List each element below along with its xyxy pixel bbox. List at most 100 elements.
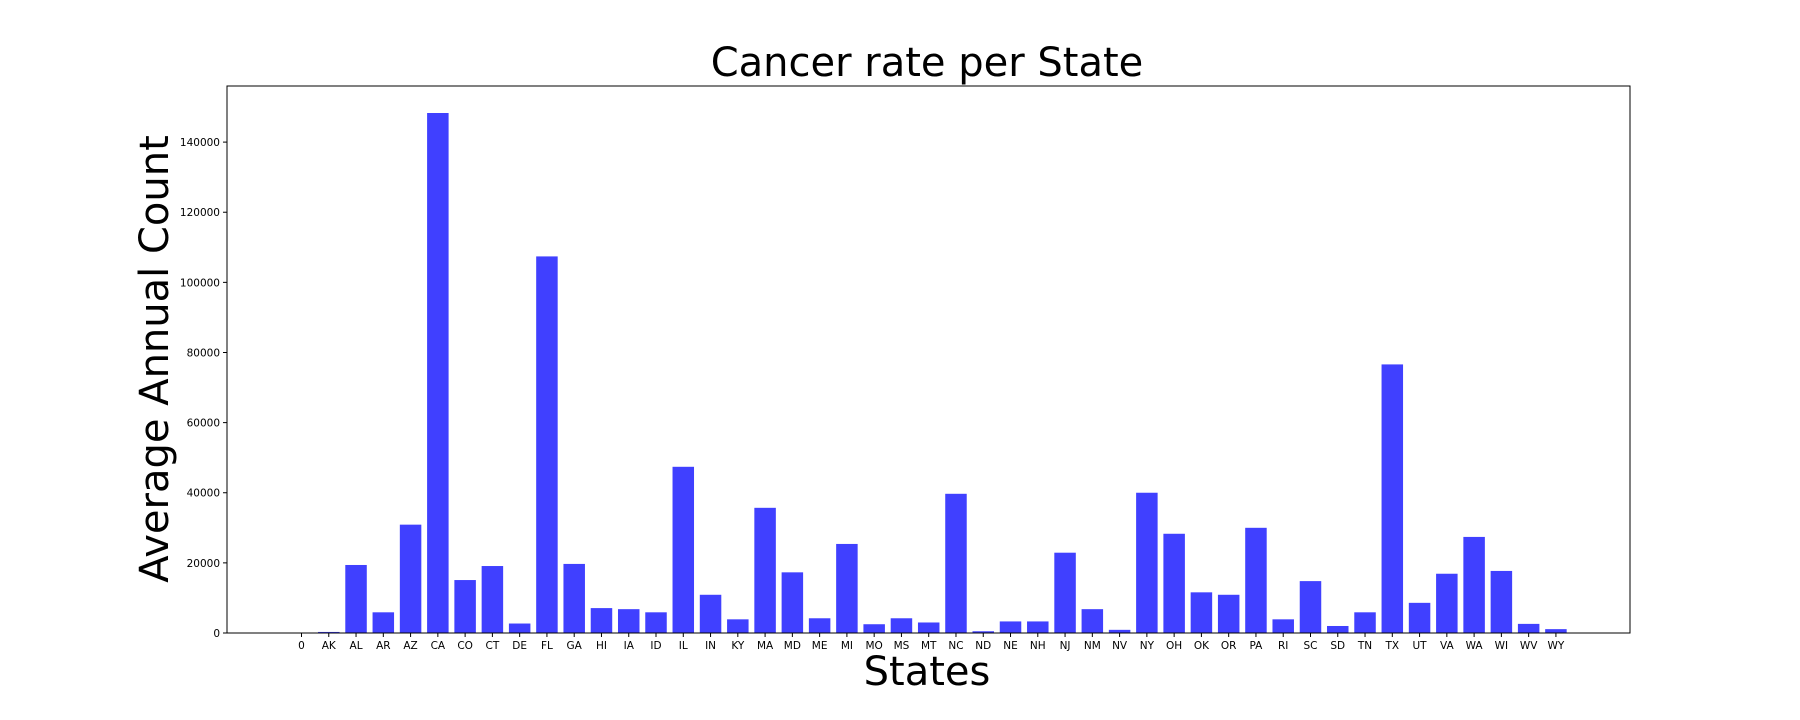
x-tick-label: WA	[1466, 640, 1484, 652]
x-tick-label: 0	[298, 640, 305, 652]
bar-NC	[945, 493, 967, 633]
bar-WI	[1490, 570, 1513, 633]
x-tick-label: GA	[567, 640, 583, 652]
bar-RI	[1272, 619, 1294, 633]
x-tick-label: WV	[1520, 640, 1538, 652]
bar-WA	[1463, 536, 1485, 633]
x-tick-label: NH	[1030, 640, 1046, 652]
bar-AR	[372, 612, 395, 633]
x-tick-label: MS	[894, 640, 910, 652]
plot-area-frame	[226, 85, 1631, 634]
x-tick-label: CO	[457, 640, 473, 652]
x-tick-label: AR	[376, 640, 390, 652]
x-tick-label: AZ	[403, 640, 417, 652]
x-tick-label: NY	[1140, 640, 1155, 652]
x-tick-label: MT	[921, 640, 937, 652]
y-tick-label: 140000	[180, 137, 220, 149]
bar-AL	[345, 564, 367, 633]
x-tick-label: MO	[866, 640, 883, 652]
bar-MT	[917, 622, 940, 633]
bar-OH	[1163, 533, 1185, 633]
x-tick-label: DE	[512, 640, 527, 652]
bar-WV	[1517, 623, 1540, 633]
x-tick-label: UT	[1413, 640, 1428, 652]
bar-TX	[1381, 364, 1404, 633]
x-tick-label: MD	[784, 640, 801, 652]
x-tick-label: NC	[948, 640, 963, 652]
x-tick-label: IA	[624, 640, 635, 652]
bar-UT	[1408, 602, 1431, 633]
y-tick-label: 100000	[180, 277, 220, 289]
x-tick-label: SC	[1303, 640, 1317, 652]
chart-title: Cancer rate per State	[711, 40, 1144, 86]
bar-OK	[1190, 592, 1213, 633]
x-tick-label: WI	[1495, 640, 1508, 652]
x-tick-label: NM	[1084, 640, 1101, 652]
x-tick-label: CA	[431, 640, 446, 652]
x-tick-label: WY	[1548, 640, 1565, 652]
x-tick-label: PA	[1250, 640, 1264, 652]
x-tick-label: IN	[705, 640, 716, 652]
x-tick-label: MA	[757, 640, 774, 652]
bar-ME	[808, 618, 831, 633]
x-tick-label: ND	[975, 640, 991, 652]
x-axis-label: States	[864, 649, 991, 695]
bar-AZ	[399, 524, 422, 633]
bar-TN	[1354, 612, 1376, 633]
bar-MO	[863, 624, 885, 633]
x-tick-label: AL	[350, 640, 363, 652]
x-tick-label: VA	[1440, 640, 1455, 652]
y-tick-label: 40000	[187, 488, 220, 500]
x-tick-label: ME	[812, 640, 828, 652]
x-axis: 0 AK AL AR AZ CA CO CT DE FL GA HI IA ID IL IN KY MA MD ME M…	[298, 633, 1565, 652]
bar-NH	[1027, 621, 1049, 633]
x-tick-label: CT	[486, 640, 500, 652]
bar-OR	[1217, 594, 1240, 633]
bar-AK	[318, 631, 340, 633]
x-tick-label: OK	[1194, 640, 1210, 652]
bar-CT	[481, 566, 504, 633]
bar-NV	[1108, 629, 1131, 633]
bar-WY	[1545, 629, 1567, 633]
bar-CA	[427, 113, 449, 633]
bar-HI	[590, 608, 613, 633]
bar-MA	[754, 507, 776, 633]
x-tick-label: HI	[596, 640, 607, 652]
bar-KY	[727, 619, 749, 633]
bar-CO	[454, 580, 476, 633]
y-axis-label: Average Annual Count	[132, 135, 178, 583]
y-tick-label: 60000	[187, 418, 220, 430]
y-tick-label: 120000	[180, 207, 220, 219]
x-tick-label: TN	[1357, 640, 1372, 652]
bar-NM	[1081, 609, 1104, 633]
bar-NY	[1136, 492, 1158, 633]
x-tick-label: NV	[1112, 640, 1128, 652]
y-tick-label: 20000	[187, 558, 220, 570]
x-tick-label: NJ	[1060, 640, 1071, 652]
bar-ND	[972, 631, 994, 633]
bar-FL	[536, 256, 558, 633]
bar-GA	[563, 563, 585, 633]
x-tick-label: TX	[1384, 640, 1399, 652]
x-tick-label: IL	[679, 640, 688, 652]
x-tick-label: MI	[841, 640, 853, 652]
bar-MS	[890, 618, 913, 633]
x-tick-label: FL	[541, 640, 553, 652]
y-tick-label: 0	[213, 628, 220, 640]
y-tick-label: 80000	[187, 347, 220, 359]
y-axis: 0 20000 40000 60000 80000 100000 120000 140000	[180, 137, 227, 640]
x-tick-label: OH	[1166, 640, 1182, 652]
bar-DE	[508, 623, 531, 633]
bar-IN	[699, 594, 722, 633]
bar-SD	[1327, 625, 1349, 633]
bar-NE	[999, 621, 1022, 633]
bar-IA	[617, 609, 640, 633]
x-tick-label: KY	[731, 640, 745, 652]
x-tick-label: OR	[1221, 640, 1237, 652]
x-tick-label: ID	[650, 640, 661, 652]
bar-VA	[1436, 573, 1458, 633]
bar-SC	[1299, 581, 1322, 633]
x-tick-label: NE	[1003, 640, 1018, 652]
x-tick-label: RI	[1278, 640, 1288, 652]
